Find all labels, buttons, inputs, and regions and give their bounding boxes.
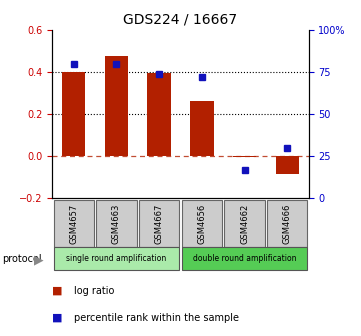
Bar [54, 247, 179, 270]
Text: GSM4667: GSM4667 [155, 203, 164, 244]
Bar [139, 200, 179, 247]
Bar [96, 200, 136, 247]
Text: GSM4657: GSM4657 [69, 203, 78, 244]
Text: GSM4662: GSM4662 [240, 203, 249, 244]
Bar [225, 200, 265, 247]
Text: log ratio: log ratio [74, 286, 114, 296]
Text: single round amplification: single round amplification [66, 254, 166, 263]
Title: GDS224 / 16667: GDS224 / 16667 [123, 12, 238, 26]
Bar [147, 73, 171, 156]
Text: GSM4666: GSM4666 [283, 203, 292, 244]
Bar [182, 200, 222, 247]
Text: protocol: protocol [2, 254, 42, 264]
Bar [105, 56, 128, 156]
Bar [190, 100, 214, 156]
Text: percentile rank within the sample: percentile rank within the sample [74, 312, 239, 323]
Bar [233, 156, 256, 157]
Text: double round amplification: double round amplification [193, 254, 296, 263]
Text: ■: ■ [52, 286, 63, 296]
Bar [275, 156, 299, 174]
Bar [54, 200, 94, 247]
Bar [62, 72, 86, 156]
Bar [267, 200, 307, 247]
Text: ▶: ▶ [34, 254, 43, 266]
Text: GSM4663: GSM4663 [112, 203, 121, 244]
Text: GSM4656: GSM4656 [197, 203, 206, 244]
Bar [182, 247, 307, 270]
Text: ■: ■ [52, 312, 63, 323]
